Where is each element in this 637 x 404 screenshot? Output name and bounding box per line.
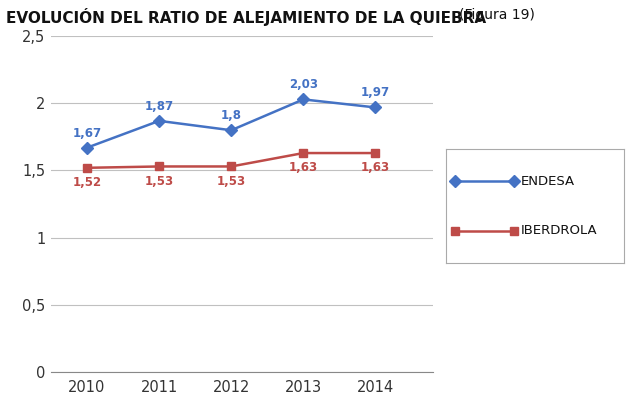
Text: IBERDROLA: IBERDROLA (521, 225, 598, 238)
Text: 1,97: 1,97 (361, 86, 390, 99)
Text: 2,03: 2,03 (289, 78, 318, 91)
Text: EVOLUCIÓN DEL RATIO DE ALEJAMIENTO DE LA QUIEBRA: EVOLUCIÓN DEL RATIO DE ALEJAMIENTO DE LA… (6, 8, 487, 26)
Text: 1,67: 1,67 (73, 126, 101, 140)
Text: (Figura 19): (Figura 19) (459, 8, 534, 22)
Text: ENDESA: ENDESA (521, 175, 575, 187)
Text: 1,52: 1,52 (73, 176, 101, 189)
Text: 1,8: 1,8 (221, 109, 242, 122)
Text: 1,87: 1,87 (145, 100, 174, 113)
Text: 1,53: 1,53 (217, 175, 246, 187)
Text: 1,53: 1,53 (145, 175, 174, 187)
Text: 1,63: 1,63 (361, 161, 390, 174)
Text: 1,63: 1,63 (289, 161, 318, 174)
